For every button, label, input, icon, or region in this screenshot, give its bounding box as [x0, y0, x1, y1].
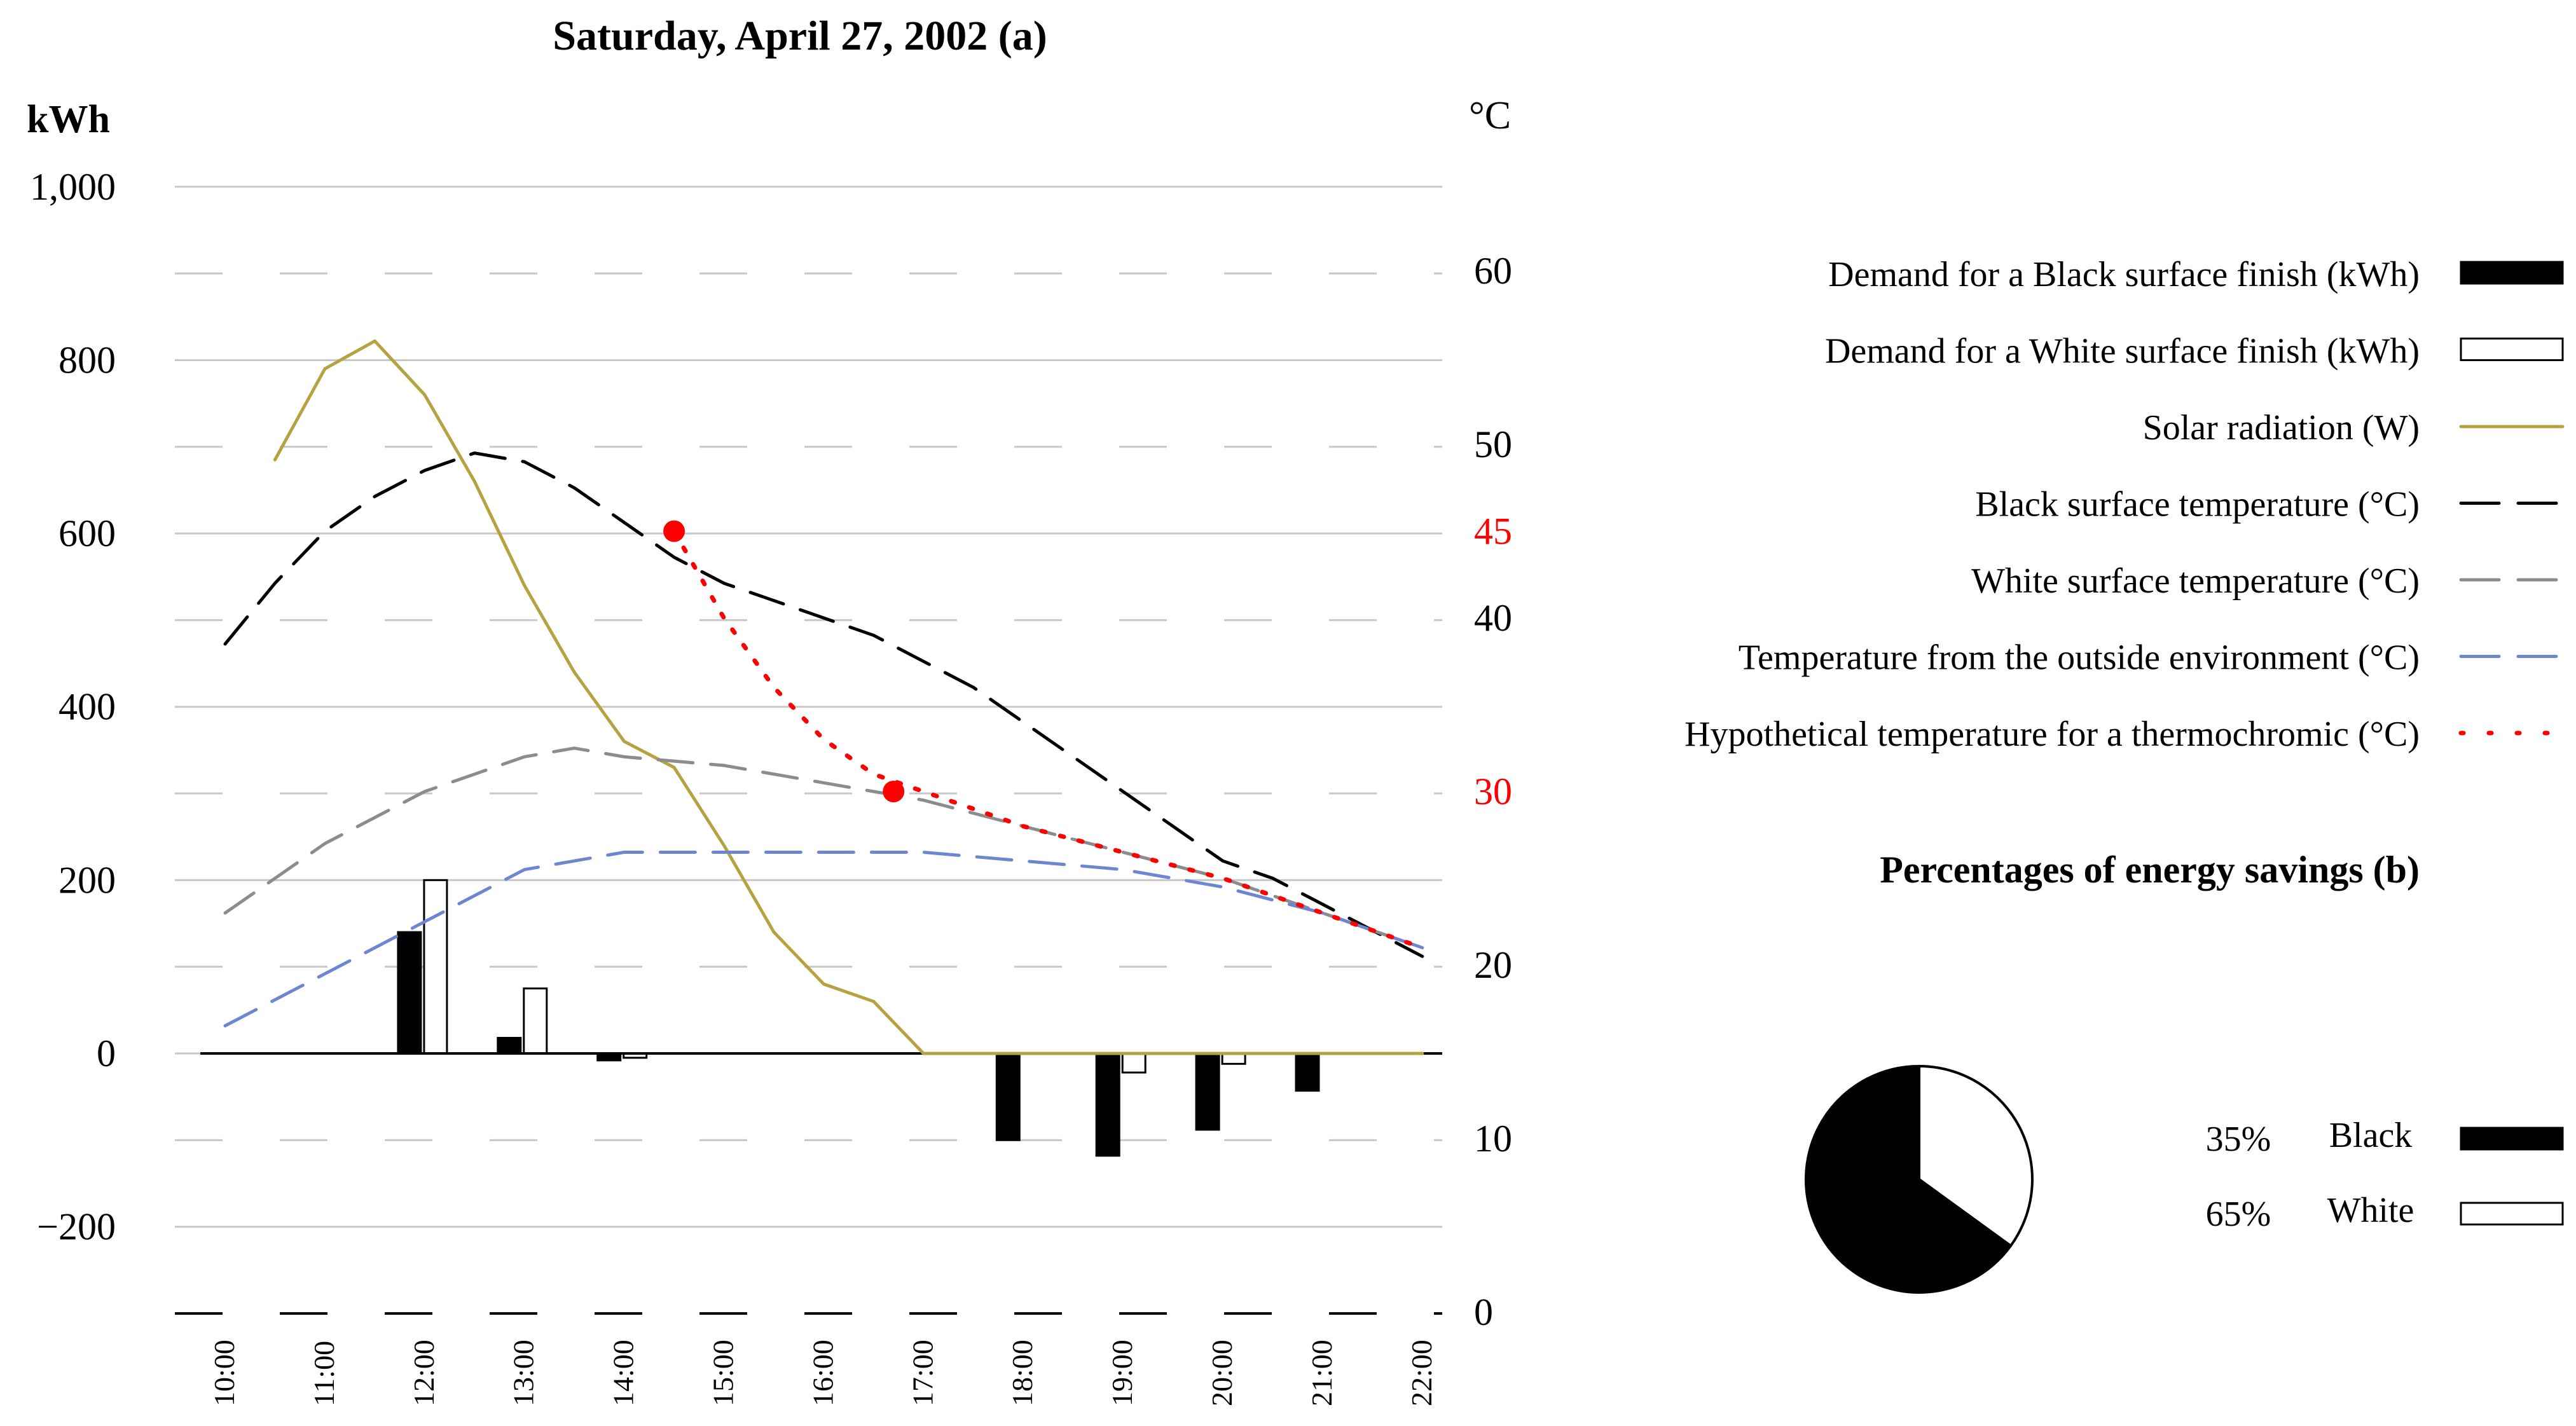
right-tick-0: 0: [1474, 1291, 1493, 1333]
legend-swatch-demand-for-a-black-surface-finish-kwh: [2460, 261, 2564, 285]
bar-demand-for-a-black-surface-finish-kwh-11-00: [397, 931, 422, 1055]
left-tick-400: 400: [59, 686, 116, 728]
legend-swatch-demand-for-a-white-surface-finish-kwh: [2460, 338, 2564, 361]
right-tick-50: 50: [1474, 423, 1512, 465]
series-black-surface-temperature-c: [223, 451, 1424, 958]
x-tick-11-00: 11:00: [308, 1341, 340, 1406]
bar-demand-for-a-black-surface-finish-kwh-18-00: [1095, 1052, 1120, 1157]
series-solar-radiation-w: [273, 339, 1424, 1055]
pie-title: Percentages of energy savings (b): [1880, 849, 2420, 891]
legend-label-demand-for-a-white-surface-finish-kwh: Demand for a White surface finish (kWh): [1825, 332, 2420, 371]
pie-label-black: Black: [2329, 1116, 2413, 1155]
series-lines: [223, 339, 1425, 1055]
pie-legend: 35% Black 65% White: [2206, 1116, 2564, 1234]
pie-label-white: White: [2327, 1191, 2414, 1230]
x-tick-13-00: 13:00: [507, 1340, 540, 1406]
left-tick-200: 200: [59, 859, 116, 901]
x-tick-14-00: 14:00: [607, 1340, 640, 1406]
marker-2: [883, 781, 905, 802]
series-hypothetical-temperature-for-a-thermochromic-c: [672, 529, 1425, 950]
legend-label-solar-radiation-w: Solar radiation (W): [2143, 408, 2420, 448]
right-axis-label: °C: [1469, 94, 1511, 137]
x-tick-20-00: 20:00: [1206, 1340, 1238, 1406]
left-tick-200: −200: [37, 1206, 116, 1248]
pie-percent-black: 35%: [2206, 1120, 2271, 1159]
bar-demand-for-a-black-surface-finish-kwh-20-00: [1295, 1052, 1320, 1092]
legend-label-hypothetical-temperature-for-a-thermochromic-c: Hypothetical temperature for a thermochr…: [1684, 715, 2420, 754]
marker-1: [663, 520, 685, 542]
bar-demand-for-a-black-surface-finish-kwh-19-00: [1195, 1052, 1220, 1131]
left-axis-label: kWh: [27, 98, 110, 141]
left-tick-0: 0: [97, 1032, 116, 1074]
x-tick-10-00: 10:00: [208, 1340, 240, 1406]
x-tick-16-00: 16:00: [806, 1340, 839, 1406]
gridlines: [175, 186, 1442, 1315]
bar-demand-for-a-white-surface-finish-kwh-12-00: [523, 987, 548, 1055]
series-white-surface-temperature-c: [223, 746, 1424, 950]
x-tick-22-00: 22:00: [1405, 1340, 1438, 1406]
right-tick-45: 45: [1474, 511, 1512, 552]
pie-slice-black: [1805, 1064, 2013, 1294]
x-axis-ticks: 10:00 11:00 12:00 13:00 14:00 15:00 16:00 17:00…: [208, 1340, 1438, 1406]
x-tick-15-00: 15:00: [707, 1340, 740, 1406]
legend-label-temperature-from-the-outside-environment-c: Temperature from the outside environment…: [1739, 638, 2420, 678]
pie-swatch-black: [2460, 1127, 2564, 1151]
bars-group: [397, 879, 1320, 1157]
pie-percent-white: 65%: [2206, 1195, 2271, 1234]
x-tick-17-00: 17:00: [906, 1340, 939, 1406]
bar-demand-for-a-black-surface-finish-kwh-12-00: [497, 1036, 522, 1055]
left-tick-800: 800: [59, 339, 116, 381]
bar-demand-for-a-black-surface-finish-kwh-17-00: [995, 1052, 1021, 1141]
pie-slice-white: [1918, 1064, 2034, 1248]
x-tick-19-00: 19:00: [1106, 1340, 1138, 1406]
legend: Demand for a Black surface finish (kWh) D…: [1684, 255, 2565, 754]
right-tick-10: 10: [1474, 1118, 1512, 1160]
right-tick-60: 60: [1474, 250, 1512, 292]
x-tick-12-00: 12:00: [408, 1340, 440, 1406]
right-tick-40: 40: [1474, 597, 1512, 639]
series-temperature-from-the-outside-environment-c: [223, 851, 1424, 1027]
bar-demand-for-a-white-surface-finish-kwh-11-00: [423, 879, 448, 1055]
series-markers: [663, 520, 905, 802]
x-tick-21-00: 21:00: [1305, 1340, 1338, 1406]
legend-label-demand-for-a-black-surface-finish-kwh: Demand for a Black surface finish (kWh): [1828, 255, 2420, 294]
right-tick-30: 30: [1474, 771, 1512, 812]
right-tick-20: 20: [1474, 944, 1512, 986]
legend-label-black-surface-temperature-c: Black surface temperature (°C): [1975, 485, 2420, 524]
right-axis-ticks: 0 10 20 30 40 45 50 60: [1474, 250, 1512, 1333]
bar-demand-for-a-white-surface-finish-kwh-18-00: [1121, 1052, 1147, 1074]
left-tick-600: 600: [59, 512, 116, 554]
pie-chart: [1805, 1064, 2034, 1294]
chart-title: Saturday, April 27, 2002 (a): [553, 13, 1047, 59]
x-tick-18-00: 18:00: [1006, 1340, 1038, 1406]
left-axis-ticks: −200 0 200 400 600 800 1,000: [30, 166, 116, 1248]
legend-label-white-surface-temperature-c: White surface temperature (°C): [1971, 561, 2420, 601]
left-tick-1-000: 1,000: [30, 166, 116, 208]
pie-swatch-white: [2460, 1202, 2564, 1226]
